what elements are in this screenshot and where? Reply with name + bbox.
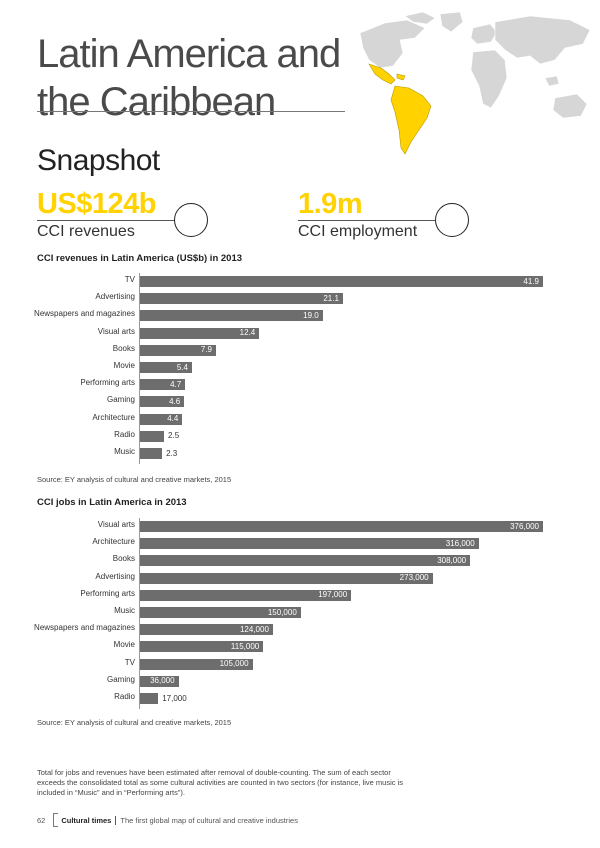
category-label: Gaming [106, 674, 135, 684]
value-label: 36,000 [150, 676, 175, 686]
bar [140, 413, 183, 425]
bar [140, 693, 159, 704]
value-label: 2.3 [166, 448, 178, 458]
revenue-divider [37, 220, 174, 221]
footer-bracket [53, 813, 59, 827]
jobs-chart-source: Source: EY analysis of cultural and crea… [37, 718, 232, 727]
bar [140, 589, 352, 601]
employment-circle-icon [435, 203, 469, 237]
category-label: Advertising [95, 292, 135, 302]
bar [140, 344, 216, 356]
bar [140, 675, 179, 687]
snapshot-heading: Snapshot [37, 144, 160, 177]
bar [140, 658, 253, 670]
title-line-2: the Caribbean [37, 80, 276, 124]
value-label: 4.6 [169, 396, 181, 406]
value-label: 19.0 [303, 310, 319, 320]
value-label: 115,000 [230, 641, 260, 651]
footer-separator [115, 815, 117, 825]
value-label: 4.4 [167, 414, 179, 424]
bar [140, 396, 185, 408]
category-label: TV [124, 275, 135, 284]
value-label: 2.5 [168, 431, 180, 441]
employment-divider [298, 220, 435, 221]
page-number: 62 [37, 815, 46, 825]
revenue-circle-icon [174, 203, 208, 237]
revenue-chart-source: Source: EY analysis of cultural and crea… [37, 475, 232, 484]
category-label: Radio [114, 429, 135, 439]
category-label: Visual arts [97, 520, 135, 529]
category-label: Newspapers and magazines [34, 309, 135, 319]
category-label: Performing arts [80, 588, 135, 598]
value-label: 316,000 [445, 538, 475, 548]
revenue-chart-title: CCI revenues in Latin America (US$b) in … [37, 253, 243, 264]
bar [140, 362, 192, 373]
bar [140, 538, 479, 550]
value-label: 150,000 [267, 607, 297, 617]
category-label: Music [114, 447, 135, 456]
employment-value: 1.9m [298, 188, 363, 220]
world-map-icon [359, 11, 591, 155]
value-label: 7.9 [200, 345, 212, 355]
value-label: 21.1 [323, 293, 339, 303]
value-label: 5.4 [176, 362, 188, 372]
value-label: 197,000 [318, 590, 348, 600]
y-axis-line [139, 273, 140, 465]
bar [140, 607, 301, 618]
bar [140, 448, 163, 459]
category-label: Radio [114, 692, 135, 701]
category-label: Advertising [95, 571, 135, 581]
page-title: Latin America and the Caribbean [37, 30, 341, 126]
category-label: Architecture [92, 537, 135, 547]
value-label: 124,000 [239, 624, 269, 634]
category-label: Music [114, 606, 135, 615]
y-axis-line [139, 518, 140, 710]
category-label: Books [112, 554, 135, 564]
bar [140, 293, 343, 305]
value-label: 105,000 [219, 659, 249, 669]
bar [140, 276, 543, 287]
value-label: 308,000 [437, 555, 467, 565]
employment-label: CCI employment [298, 223, 418, 240]
value-label: 41.9 [523, 276, 539, 286]
publication-name: Cultural times [61, 815, 112, 825]
page-footer: 62 Cultural times The first global map o… [37, 813, 298, 827]
revenue-label: CCI revenues [37, 223, 135, 240]
publication-subtitle: The first global map of cultural and cre… [120, 815, 298, 825]
category-label: Performing arts [80, 378, 135, 388]
category-label: Books [112, 343, 135, 353]
bar [140, 379, 186, 391]
bar [140, 555, 471, 567]
bar [140, 624, 273, 636]
value-label: 17,000 [162, 693, 187, 703]
revenue-value: US$124b [37, 188, 157, 220]
bar [140, 430, 165, 442]
value-label: 4.7 [170, 379, 182, 389]
jobs-chart-title: CCI jobs in Latin America in 2013 [37, 497, 187, 508]
category-label: TV [124, 657, 135, 667]
bar [140, 521, 543, 532]
category-label: Visual arts [97, 326, 135, 336]
title-line-1: Latin America and [37, 32, 341, 76]
category-label: Newspapers and magazines [34, 623, 135, 633]
category-label: Movie [113, 640, 135, 650]
category-label: Architecture [92, 412, 135, 422]
title-divider [37, 111, 345, 112]
value-label: 273,000 [399, 573, 429, 583]
category-label: Gaming [106, 395, 135, 405]
bar [140, 641, 264, 653]
bar [140, 310, 323, 322]
category-label: Movie [113, 361, 135, 370]
footnote: Total for jobs and revenues have been es… [37, 768, 404, 797]
value-label: 376,000 [510, 521, 539, 531]
bar [140, 327, 260, 339]
value-label: 12.4 [239, 328, 256, 338]
bar [140, 572, 433, 584]
